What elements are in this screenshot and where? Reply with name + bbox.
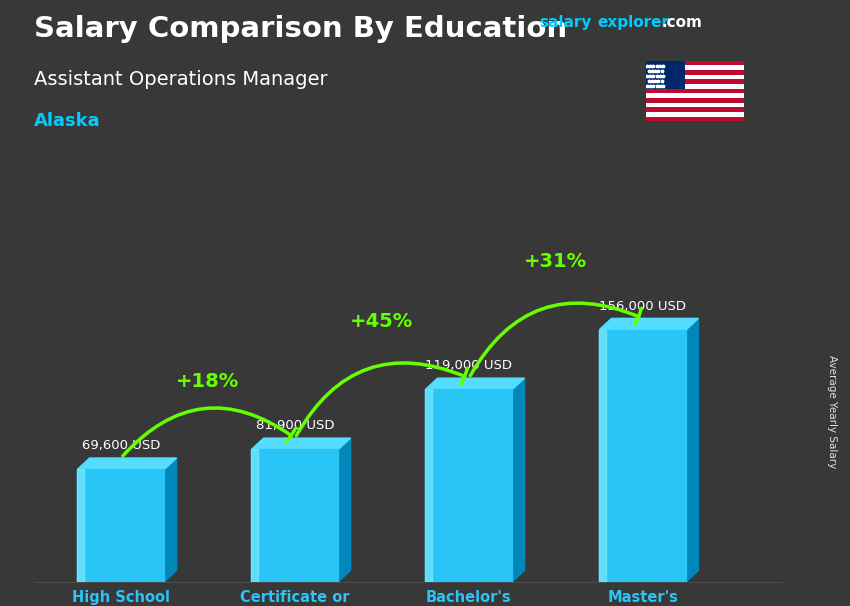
Bar — [646, 61, 685, 88]
Bar — [646, 61, 744, 65]
Polygon shape — [164, 458, 177, 582]
Polygon shape — [599, 318, 699, 330]
Text: .com: .com — [661, 15, 702, 30]
Bar — [646, 112, 744, 116]
Bar — [646, 93, 744, 98]
Text: 119,000 USD: 119,000 USD — [425, 359, 513, 373]
Text: 69,600 USD: 69,600 USD — [82, 439, 160, 452]
Text: Assistant Operations Manager: Assistant Operations Manager — [34, 70, 327, 88]
Text: +45%: +45% — [350, 312, 414, 331]
Text: 156,000 USD: 156,000 USD — [599, 300, 686, 313]
Polygon shape — [425, 390, 513, 582]
Bar — [646, 65, 744, 70]
Text: Salary Comparison By Education: Salary Comparison By Education — [34, 15, 567, 43]
Bar — [646, 102, 744, 107]
Text: Average Yearly Salary: Average Yearly Salary — [827, 356, 837, 468]
Bar — [646, 116, 744, 121]
Bar — [646, 75, 744, 79]
FancyArrowPatch shape — [297, 363, 468, 436]
Text: 81,900 USD: 81,900 USD — [256, 419, 334, 433]
Polygon shape — [252, 450, 338, 582]
Polygon shape — [77, 469, 164, 582]
Polygon shape — [513, 378, 524, 582]
Polygon shape — [252, 438, 350, 450]
Bar — [646, 88, 744, 93]
Polygon shape — [599, 330, 606, 582]
Polygon shape — [425, 390, 433, 582]
Text: salary: salary — [540, 15, 592, 30]
Bar — [646, 84, 744, 88]
Polygon shape — [338, 438, 350, 582]
Bar — [646, 79, 744, 84]
Bar — [646, 70, 744, 75]
Polygon shape — [252, 450, 258, 582]
Text: +31%: +31% — [524, 252, 587, 271]
FancyArrowPatch shape — [470, 303, 642, 376]
Polygon shape — [77, 469, 84, 582]
Polygon shape — [599, 330, 686, 582]
Text: Alaska: Alaska — [34, 112, 100, 130]
Text: explorer: explorer — [598, 15, 670, 30]
Bar — [646, 107, 744, 112]
Polygon shape — [77, 458, 177, 469]
Polygon shape — [425, 378, 524, 390]
Polygon shape — [686, 318, 699, 582]
FancyArrowPatch shape — [123, 408, 296, 456]
Bar — [646, 98, 744, 102]
Text: +18%: +18% — [176, 372, 240, 391]
